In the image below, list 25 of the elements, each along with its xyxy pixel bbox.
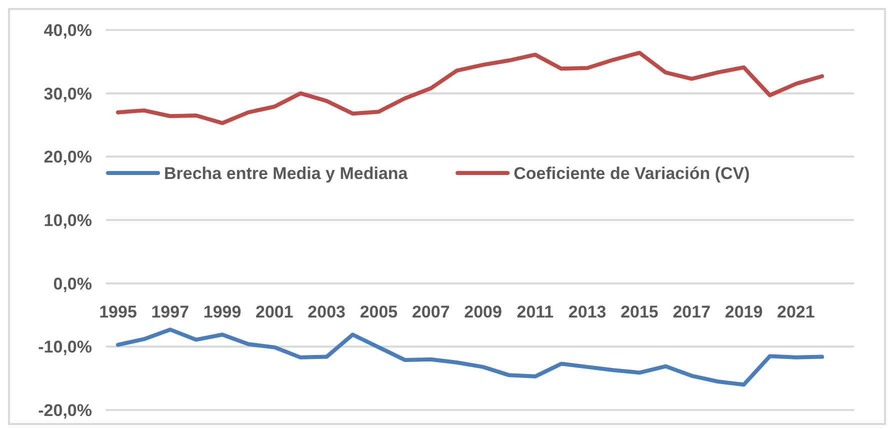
line-series [116, 50, 824, 126]
line-series [116, 328, 824, 387]
y-tick-label: 10,0% [44, 211, 92, 230]
legend-label: Brecha entre Media y Mediana [164, 164, 408, 183]
y-tick-label: -20,0% [38, 401, 92, 420]
x-tick-label: 2021 [777, 302, 815, 322]
x-tick-label: 1995 [99, 302, 137, 322]
x-tick-label: 2015 [620, 302, 658, 322]
x-tick-label: 2017 [672, 302, 711, 322]
x-tick-label: 2013 [568, 302, 606, 322]
x-tick-label: 2003 [308, 302, 346, 322]
x-tick-label: 2001 [256, 302, 294, 322]
y-tick-label: 30,0% [44, 84, 92, 104]
x-tick-label: 1997 [151, 302, 190, 322]
x-tick-label: 2011 [516, 302, 554, 322]
y-tick-label: 40,0% [44, 21, 92, 40]
x-tick-label: 2009 [464, 302, 502, 322]
x-tick-label: 1999 [203, 302, 242, 322]
y-tick-label: -10,0% [38, 338, 92, 357]
y-tick-label: 0,0% [53, 274, 92, 294]
x-tick-label: 2019 [724, 302, 763, 322]
legend-label: Coeficiente de Variación (CV) [514, 164, 750, 183]
x-tick-label: 2005 [360, 302, 398, 322]
y-tick-label: 20,0% [44, 148, 92, 167]
x-tick-label: 2007 [412, 302, 450, 322]
